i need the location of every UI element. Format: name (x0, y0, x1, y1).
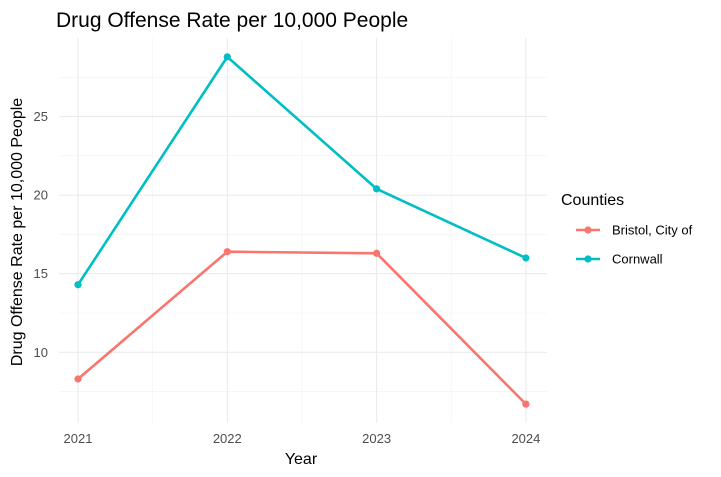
data-point (373, 185, 381, 193)
y-tick-label: 25 (34, 109, 48, 124)
x-tick-labels: 2021 2022 2023 2024 (64, 431, 541, 446)
x-tick-label: 2021 (64, 431, 93, 446)
series-cornwall (74, 53, 530, 289)
y-tick-label: 20 (34, 188, 48, 203)
y-tick-label: 10 (34, 345, 48, 360)
series-line (76, 55, 527, 286)
chart-title: Drug Offense Rate per 10,000 People (56, 9, 408, 32)
y-axis-title: Drug Offense Rate per 10,000 People (9, 98, 26, 366)
series-bristol-city-of (74, 248, 530, 408)
legend-key-point (584, 226, 592, 234)
data-point (522, 400, 530, 408)
x-tick-label: 2023 (362, 431, 391, 446)
data-point (74, 375, 82, 383)
data-point (522, 254, 530, 262)
y-tick-label: 15 (34, 266, 48, 281)
x-axis-title: Year (285, 451, 318, 468)
data-point (223, 248, 231, 256)
legend-label: Cornwall (612, 252, 663, 267)
x-tick-label: 2024 (511, 431, 540, 446)
x-tick-label: 2022 (213, 431, 242, 446)
plot-grid (59, 38, 547, 423)
legend-key-point (584, 255, 592, 263)
data-point (223, 53, 231, 61)
legend: Counties Bristol, City of Cornwall (561, 192, 693, 267)
series-line (77, 250, 527, 406)
data-point (74, 281, 82, 289)
legend-title: Counties (561, 192, 624, 209)
data-point (373, 249, 381, 257)
y-tick-labels: 10 15 20 25 (34, 109, 48, 360)
legend-label: Bristol, City of (612, 223, 693, 238)
series-group (74, 53, 530, 408)
